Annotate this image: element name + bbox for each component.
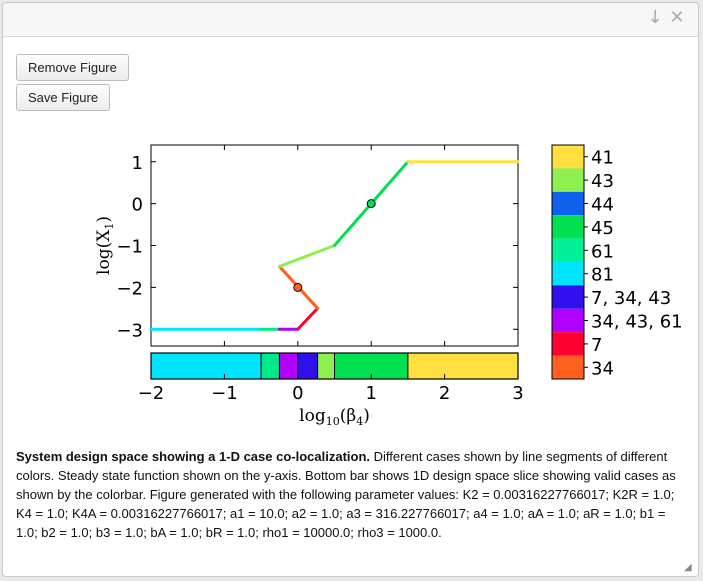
- colorbar-label: 43: [591, 171, 614, 192]
- colorbar-frame: [551, 144, 585, 380]
- colorbar-label: 34: [591, 358, 614, 379]
- remove-figure-button[interactable]: Remove Figure: [16, 54, 129, 81]
- colorbar-swatch: [552, 191, 584, 216]
- x-tick-label: 0: [292, 383, 303, 404]
- colorbar-label: 81: [591, 265, 614, 286]
- caption-title: System design space showing a 1-D case c…: [16, 449, 371, 464]
- colorbar-label: 41: [591, 148, 614, 169]
- colorbar-swatch: [552, 145, 584, 169]
- colorbar-swatch: [552, 262, 584, 286]
- design-space-bar-segment: [278, 352, 299, 380]
- x-tick-label: −1: [211, 383, 238, 404]
- design-space-bar-segment: [260, 352, 280, 380]
- x-axis-label: log10(β4): [299, 406, 370, 428]
- data-point-marker: [293, 282, 303, 292]
- figure-caption: System design space showing a 1-D case c…: [16, 447, 676, 542]
- save-figure-button[interactable]: Save Figure: [16, 84, 111, 111]
- y-tick-label: 1: [132, 153, 143, 174]
- x-tick-label: 2: [439, 383, 450, 404]
- colorbar-swatch: [552, 285, 584, 309]
- colorbar-swatch: [552, 215, 584, 239]
- colorbar-label: 44: [591, 195, 614, 216]
- colorbar-swatch: [552, 308, 584, 333]
- series-segment: [296, 306, 320, 331]
- colorbar-swatch: [552, 238, 584, 262]
- colorbar-swatch: [552, 332, 584, 356]
- colorbar-label: 45: [591, 218, 614, 239]
- design-space-bar-segment: [317, 352, 336, 380]
- y-tick-label: −1: [116, 237, 143, 258]
- design-space-bar-segment: [150, 352, 262, 380]
- resize-grip-icon[interactable]: ◢: [684, 562, 692, 573]
- data-point-marker: [366, 199, 376, 209]
- y-tick-label: −2: [116, 278, 143, 299]
- y-axis-label: log(X1): [94, 216, 116, 275]
- x-tick-label: 1: [365, 383, 376, 404]
- colorbar-swatch: [552, 355, 584, 379]
- colorbar-label: 7: [591, 335, 602, 356]
- dialog-titlebar: ↓ ✕: [3, 3, 698, 37]
- colorbar-label: 61: [591, 241, 614, 262]
- design-space-bar-segment: [297, 352, 319, 380]
- y-tick-label: 0: [132, 195, 143, 216]
- colorbar-label: 34, 43, 61: [591, 312, 683, 333]
- y-tick-label: −3: [116, 320, 143, 341]
- colorbar-label: 7, 34, 43: [591, 288, 671, 309]
- colorbar-swatch: [552, 168, 584, 192]
- design-space-bar-frame: [150, 352, 519, 380]
- design-space-bar-segment: [407, 352, 519, 380]
- x-tick-label: 3: [512, 383, 523, 404]
- arrow-down-icon[interactable]: ↓: [647, 7, 663, 28]
- series-segment: [277, 244, 336, 268]
- close-icon[interactable]: ✕: [669, 7, 685, 28]
- x-tick-label: −2: [138, 383, 165, 404]
- caption-text: Different cases shown by line segments o…: [16, 449, 676, 540]
